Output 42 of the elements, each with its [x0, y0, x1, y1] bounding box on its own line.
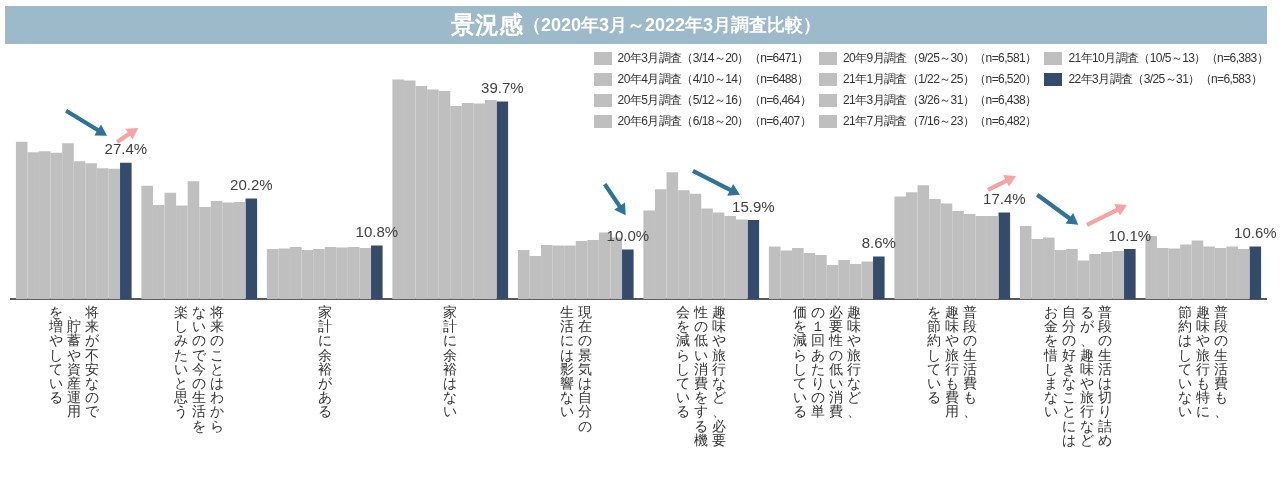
bar: [371, 245, 383, 300]
legend-label: 21年10月調査（10/5～13）（n=6,383）: [1068, 50, 1268, 67]
category-label: 普段の生活費も、趣味や旅行も費用を節約している: [927, 304, 978, 420]
legend-label: 20年9月調査（9/25～30）（n=6,581）: [843, 50, 1037, 67]
bar: [1249, 246, 1262, 300]
category-label: 普段の生活費も、趣味や旅行も特に節約はしていない: [1178, 304, 1229, 420]
bar: [120, 162, 132, 300]
legend-label: 20年6月調査（6/18～20）（n=6,407）: [617, 113, 812, 130]
data-label: 39.7%: [481, 79, 524, 97]
data-label: 17.4%: [983, 190, 1026, 208]
bar: [747, 220, 760, 300]
legend-label: 20年5月調査（5/12～16）（n=6,464）: [617, 92, 812, 109]
bar: [622, 249, 634, 300]
data-label: 15.9%: [732, 197, 775, 215]
chart-subtitle: （2020年3月～2022年3月調査比較）: [522, 15, 822, 35]
bar: [998, 212, 1011, 300]
category-label: 現在の景気は自分の生活には影響ない: [559, 304, 592, 434]
data-label: 10.8%: [355, 223, 399, 241]
data-label: 10.1%: [1108, 226, 1152, 244]
category-label: 将来が不安なので、貯蓄や資産運用を増やしている: [48, 304, 99, 420]
category-label: 普段の生活は切り詰めるが、趣味や旅行など自分の好きなことにはお金を惜しまない: [1043, 304, 1112, 448]
data-label: 10.0%: [606, 227, 650, 245]
legend-label: 22年3月調査（3/25～31）（n=6,583）: [1068, 71, 1262, 88]
legend-label: 20年4月調査（4/10～14）（n=6488）: [617, 71, 809, 88]
bar: [496, 101, 509, 300]
bar: [1124, 248, 1136, 300]
legend-label: 21年1月調査（1/22～25）（n=6,520）: [843, 71, 1037, 88]
data-label: 8.6%: [861, 234, 896, 252]
category-label: 趣味や旅行など、必要性の低い消費をする機会を減らしている: [676, 304, 727, 448]
data-label: 10.6%: [1234, 224, 1277, 242]
legend-label: 21年3月調査（3/26～31）（n=6,438）: [843, 92, 1037, 109]
bar: [873, 256, 885, 300]
legend-label: 21年7月調査（7/16～23）（n=6,482）: [843, 113, 1037, 130]
category-label: 将来のことはわからないので今の生活を楽しみたいと思う: [174, 304, 225, 434]
x-tick-label: 家計に余裕がある: [317, 304, 332, 420]
x-tick-label: 家計に余裕はない: [443, 304, 458, 420]
legend-label: 20年3月調査（3/14～20）（n=6471）: [617, 50, 809, 67]
category-label: 趣味や旅行など、必要性の低い消費の１回あたりの単価を減らしている: [792, 304, 861, 420]
bar: [245, 198, 258, 300]
data-label: 20.2%: [230, 176, 273, 194]
data-label: 27.4%: [104, 140, 148, 158]
chart-title: 景況感: [450, 10, 523, 40]
